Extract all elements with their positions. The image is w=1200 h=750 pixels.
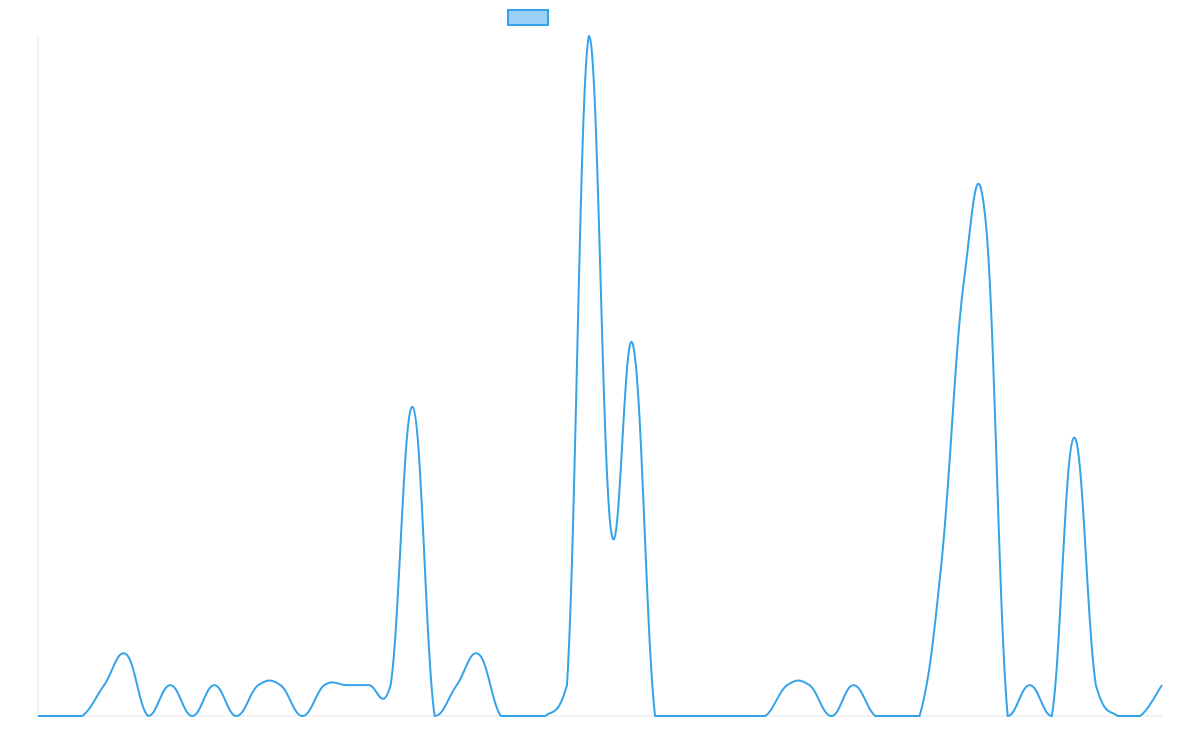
legend-swatch: [507, 9, 549, 26]
data-line: [38, 34, 1163, 718]
